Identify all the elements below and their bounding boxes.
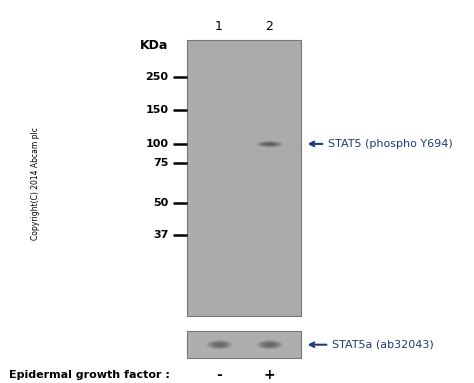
Bar bbox=[187, 40, 301, 316]
Text: Copyright(C) 2014 Abcam plc: Copyright(C) 2014 Abcam plc bbox=[31, 128, 40, 240]
Text: 50: 50 bbox=[153, 198, 168, 208]
Text: 250: 250 bbox=[145, 72, 168, 82]
Text: +: + bbox=[264, 368, 275, 381]
Text: KDa: KDa bbox=[140, 39, 168, 52]
Text: -: - bbox=[216, 368, 222, 381]
Bar bbox=[187, 331, 301, 358]
Text: Epidermal growth factor :: Epidermal growth factor : bbox=[9, 370, 170, 380]
Text: STAT5a (ab32043): STAT5a (ab32043) bbox=[310, 340, 434, 350]
Text: 75: 75 bbox=[153, 158, 168, 168]
Text: 37: 37 bbox=[153, 230, 168, 240]
Text: 2: 2 bbox=[265, 20, 273, 33]
Text: 1: 1 bbox=[215, 20, 223, 33]
Text: 100: 100 bbox=[145, 139, 168, 149]
Text: 150: 150 bbox=[145, 105, 168, 115]
Text: STAT5 (phospho Y694): STAT5 (phospho Y694) bbox=[310, 139, 453, 149]
